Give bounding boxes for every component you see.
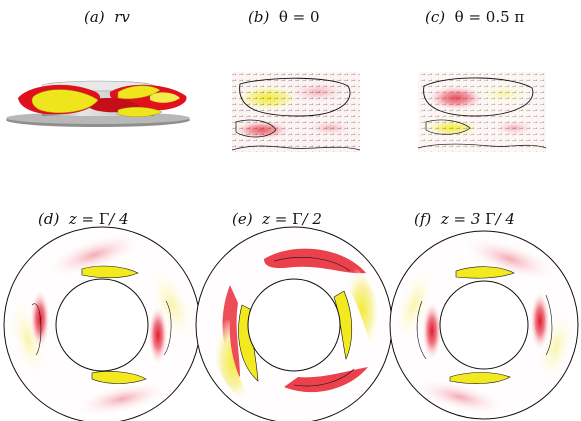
- panel-b-value: = 0: [287, 8, 320, 26]
- panel-e-letter: (e): [232, 210, 253, 228]
- panel-e-label: (e) z = Γ/ 2: [232, 210, 322, 228]
- panel-e-yellow-soft-2: [344, 265, 380, 355]
- panel-f-z: z = 3: [440, 210, 486, 228]
- panel-a-letter: (a): [84, 8, 105, 26]
- panel-e-annulus: [195, 226, 393, 421]
- panel-c-label: (c) θ = 0.5 π: [425, 8, 524, 26]
- panel-b-label: (b) θ = 0: [248, 8, 320, 26]
- panel-d-red-1: [30, 289, 50, 349]
- panel-d-red-2: [148, 305, 168, 365]
- panel-f-fraction: / 4: [495, 210, 515, 228]
- panel-d-label: (d) z = Γ/ 4: [38, 210, 129, 228]
- panel-b-section: [231, 72, 361, 152]
- panel-c-theta: θ: [454, 8, 464, 26]
- panel-b-letter: (b): [248, 8, 270, 26]
- panel-d-contour-2: [163, 300, 172, 356]
- panel-e-red-2: [222, 285, 240, 377]
- panel-d-yellow-soft-2: [8, 296, 48, 382]
- panel-f-letter: (f): [414, 210, 432, 228]
- panel-d-letter: (d): [38, 210, 60, 228]
- panel-c-contour-2: [425, 119, 471, 135]
- panel-a-caption: rv: [114, 8, 130, 26]
- panel-f-yellow-2: [449, 372, 511, 384]
- panel-f-red-1: [422, 301, 442, 361]
- panel-f-pink-1: [462, 237, 558, 281]
- panel-a-3d-view: [6, 80, 190, 127]
- panel-f-label: (f) z = 3 Γ/ 4: [414, 210, 515, 228]
- panel-e-z: z =: [262, 210, 293, 228]
- panel-f-inner-wall: [439, 280, 529, 370]
- yellow-vortex-4: [150, 92, 180, 103]
- panel-d-yellow-soft-1: [147, 266, 197, 344]
- panel-b-theta: θ: [278, 8, 288, 26]
- panel-c-value: = 0.5 π: [463, 8, 525, 26]
- yellow-vortex-3: [117, 107, 163, 117]
- panel-c-letter: (c): [425, 8, 446, 26]
- panel-d-pink-1: [44, 232, 144, 278]
- panel-f-annulus: [389, 230, 579, 420]
- panel-f-contour-2: [545, 294, 553, 356]
- panel-c-velocity-arrows: [418, 72, 546, 152]
- panel-d-annulus: [3, 226, 201, 421]
- panel-e-yellow-soft-1: [212, 315, 256, 407]
- panel-d-yellow-2: [91, 371, 147, 384]
- panel-e-red-1: [264, 248, 366, 274]
- panel-f-gamma: Γ: [485, 210, 496, 228]
- panel-c-section: [417, 72, 547, 152]
- panel-d-fraction: / 4: [109, 210, 129, 228]
- panel-a-label: (a) rv: [84, 8, 130, 26]
- panel-b-contour-1: [239, 77, 351, 117]
- panel-f-red-2: [530, 291, 550, 351]
- panel-d-pink-2: [74, 382, 170, 416]
- panel-d-z: z =: [68, 210, 99, 228]
- panel-d-contour-1: [31, 303, 42, 356]
- panel-c-contour-3: [417, 143, 547, 149]
- panel-f-yellow-soft-1: [393, 265, 435, 345]
- panel-e-fraction: / 2: [302, 210, 322, 228]
- panel-d-inner-wall: [55, 278, 149, 372]
- panel-f-contour-1: [416, 300, 427, 360]
- panel-e-contour-1: [273, 257, 351, 272]
- panel-b-contour-3: [231, 145, 361, 151]
- panel-b-contour-2: [235, 119, 277, 138]
- panel-e-contour-2: [293, 368, 355, 387]
- panel-e-inner-wall: [247, 278, 341, 372]
- panel-b-velocity-arrows: [232, 72, 360, 152]
- yellow-vortex-1: [31, 89, 99, 113]
- panel-c-contour-1: [423, 77, 534, 117]
- panel-d-gamma: Γ: [98, 210, 110, 228]
- yellow-vortex-2: [117, 85, 161, 99]
- panel-d-yellow-1: [81, 265, 139, 279]
- panel-e-gamma: Γ: [292, 210, 303, 228]
- panel-f-yellow-1: [455, 266, 515, 279]
- panel-f-pink-2: [413, 379, 507, 415]
